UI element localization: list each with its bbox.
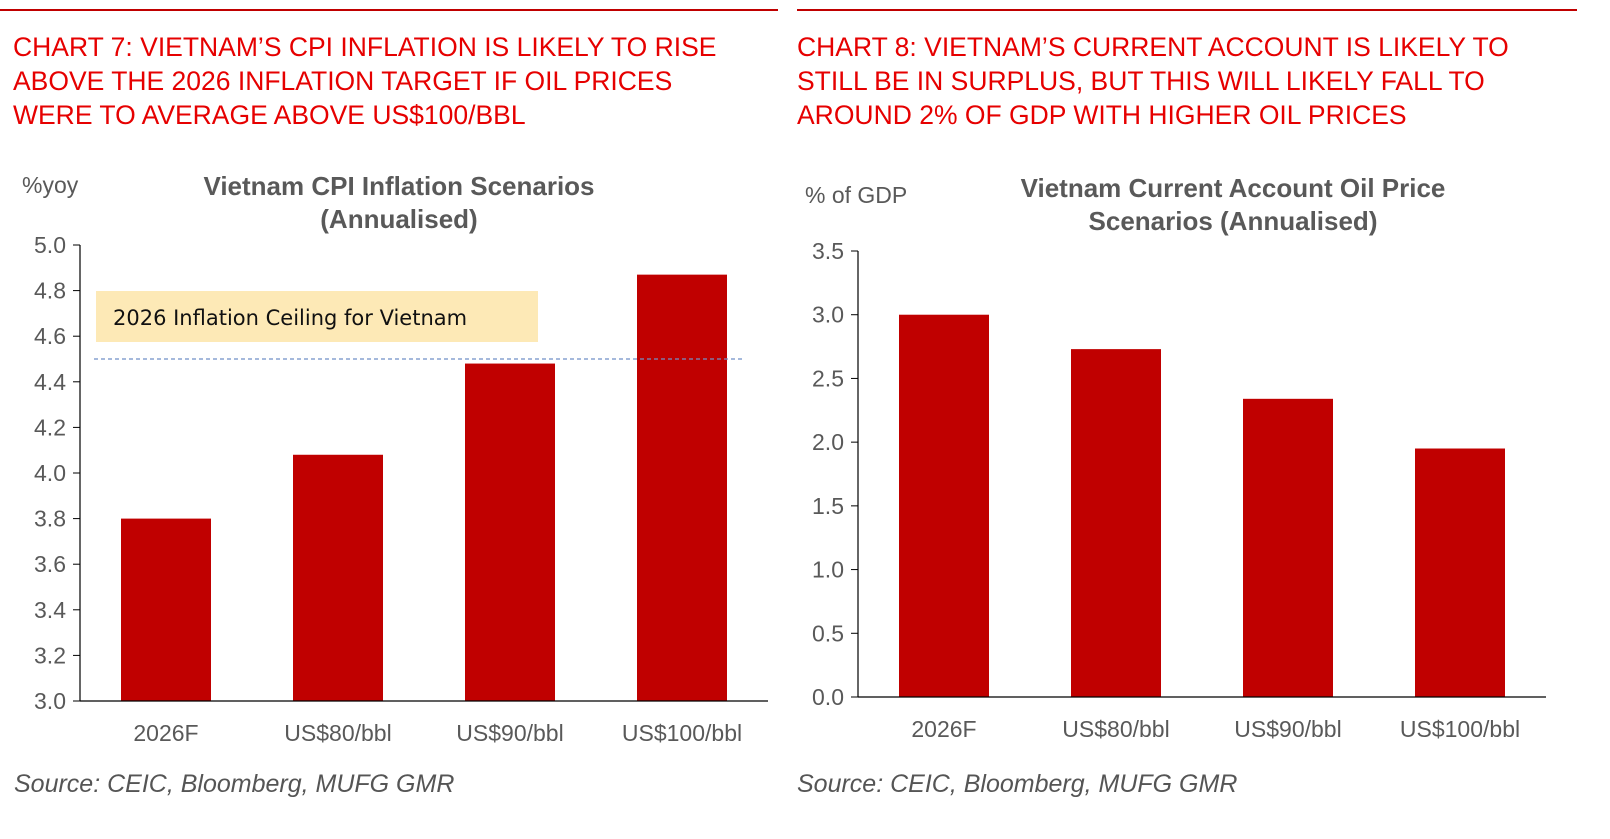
- bar: [1243, 398, 1333, 697]
- x-category-label: US$90/bbl: [1234, 716, 1341, 742]
- chart-title-line: Vietnam Current Account Oil Price: [1021, 173, 1446, 203]
- bar: [293, 454, 383, 701]
- chart-8-panel: CHART 8: VIETNAM’S CURRENT ACCOUNT IS LI…: [790, 0, 1610, 839]
- inflation-ceiling-note-text: 2026 Inflation Ceiling for Vietnam: [113, 306, 467, 330]
- y-tick-label: 4.6: [34, 323, 66, 349]
- y-tick-label: 1.0: [812, 557, 844, 583]
- y-axis-unit-label: %yoy: [22, 172, 79, 198]
- y-tick-label: 4.4: [34, 369, 66, 395]
- inflation-ceiling-note-box: [96, 291, 538, 342]
- chart-7-panel: CHART 7: VIETNAM’S CPI INFLATION IS LIKE…: [0, 0, 790, 839]
- y-tick-label: 3.0: [812, 302, 844, 328]
- y-tick-label: 4.0: [34, 460, 66, 486]
- y-tick-label: 2.0: [812, 429, 844, 455]
- y-tick-label: 3.6: [34, 551, 66, 577]
- chart-title-line: Scenarios (Annualised): [1089, 206, 1378, 236]
- y-tick-label: 3.5: [812, 238, 844, 264]
- current-account-chart: Vietnam Current Account Oil PriceScenari…: [805, 173, 1546, 742]
- bar: [637, 274, 727, 701]
- y-tick-label: 1.5: [812, 493, 844, 519]
- chart-title-line: (Annualised): [320, 204, 477, 234]
- chart-8-heading: CHART 8: VIETNAM’S CURRENT ACCOUNT IS LI…: [797, 32, 1509, 130]
- chart-7-source: Source: CEIC, Bloomberg, MUFG GMR: [14, 770, 455, 798]
- cpi-inflation-chart: Vietnam CPI Inflation Scenarios(Annualis…: [22, 171, 768, 746]
- bar: [465, 363, 555, 701]
- y-tick-label: 4.2: [34, 414, 66, 440]
- y-tick-label: 4.8: [34, 278, 66, 304]
- x-category-label: 2026F: [911, 716, 976, 742]
- y-tick-label: 2.5: [812, 365, 844, 391]
- x-category-label: US$80/bbl: [284, 720, 391, 746]
- chart-7-heading: CHART 7: VIETNAM’S CPI INFLATION IS LIKE…: [13, 32, 717, 130]
- x-category-label: US$90/bbl: [456, 720, 563, 746]
- y-tick-label: 3.4: [34, 597, 66, 623]
- bar: [1071, 349, 1161, 697]
- x-category-label: US$80/bbl: [1062, 716, 1169, 742]
- y-tick-label: 3.0: [34, 688, 66, 714]
- y-tick-label: 3.8: [34, 506, 66, 532]
- x-category-label: US$100/bbl: [622, 720, 742, 746]
- bar: [121, 518, 211, 701]
- chart-title-line: Vietnam CPI Inflation Scenarios: [203, 171, 594, 201]
- x-category-label: 2026F: [133, 720, 198, 746]
- y-axis-unit-label: % of GDP: [805, 182, 907, 208]
- chart-8-source: Source: CEIC, Bloomberg, MUFG GMR: [797, 770, 1238, 798]
- y-tick-label: 0.0: [812, 684, 844, 710]
- top-rule: [0, 9, 778, 11]
- x-category-label: US$100/bbl: [1400, 716, 1520, 742]
- top-rule: [797, 9, 1577, 11]
- y-tick-label: 5.0: [34, 232, 66, 258]
- bar: [899, 314, 989, 697]
- bar: [1415, 448, 1505, 697]
- y-tick-label: 3.2: [34, 642, 66, 668]
- y-tick-label: 0.5: [812, 620, 844, 646]
